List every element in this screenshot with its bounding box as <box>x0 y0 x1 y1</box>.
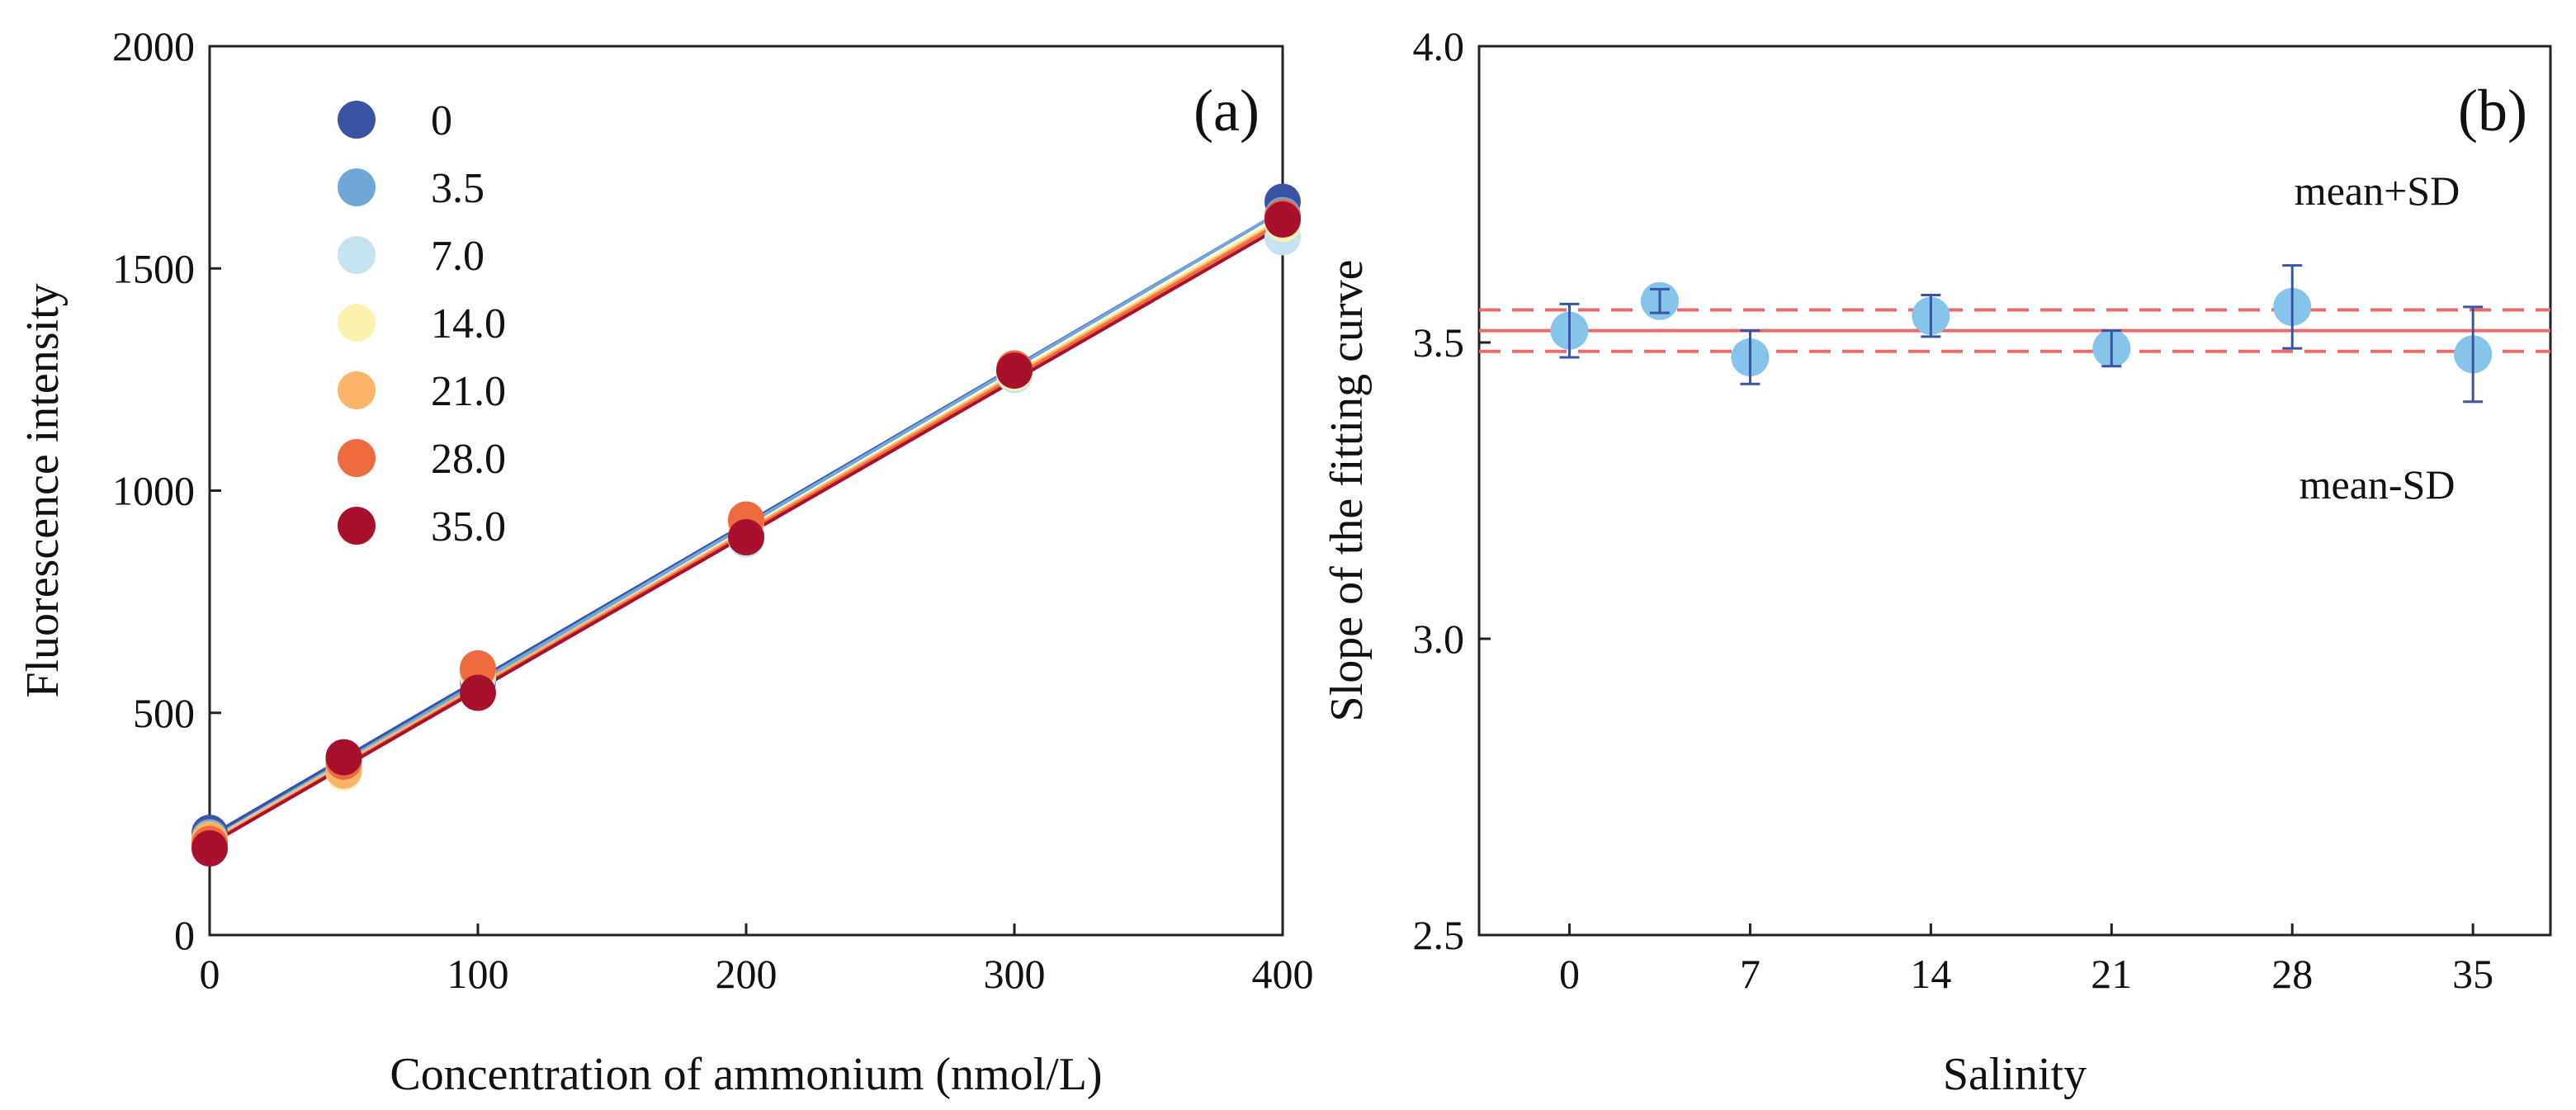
plot-frame-b <box>1477 45 2552 937</box>
legend-label-35.0: 35.0 <box>431 503 506 550</box>
x-tick-label-b: 28 <box>2271 951 2313 997</box>
x-tick-label-b: 35 <box>2452 951 2493 997</box>
y-tick-label-a: 500 <box>133 690 195 736</box>
y-tick-label-a: 1000 <box>112 468 195 514</box>
y-axis-label-b: Slope of the fitting curve <box>1321 260 1373 722</box>
annotation-mean-minus-sd: mean-SD <box>2299 461 2455 508</box>
y-tick-label-b: 4.0 <box>1413 23 1465 69</box>
data-point-35.0 <box>1264 201 1301 239</box>
x-tick-label-b: 14 <box>1910 951 1951 997</box>
panel-b: 0 7 14 21 28 35 2.5 3.0 3.5 4.0 Salinity Slope of t… <box>1321 23 2552 1100</box>
panel-label-a: (a) <box>1193 78 1260 144</box>
y-tick-label-a: 0 <box>174 912 195 958</box>
x-tick-label-a: 400 <box>1252 951 1314 997</box>
legend-marker-35.0 <box>338 507 376 545</box>
y-tick-label-a: 2000 <box>112 23 195 69</box>
panel-a: 0 100 200 300 400 0 500 1000 1500 2000 Concentrati… <box>17 23 1314 1100</box>
x-tick-label-b: 7 <box>1740 951 1761 997</box>
data-point-35.0 <box>325 739 362 776</box>
legend-marker-0 <box>338 101 376 139</box>
y-tick-label-b: 2.5 <box>1413 912 1465 958</box>
legend-label-14.0: 14.0 <box>431 300 506 347</box>
x-axis-label-a: Concentration of ammonium (nmol/L) <box>390 1049 1102 1100</box>
legend-marker-21.0 <box>338 371 376 409</box>
legend-label-3.5: 3.5 <box>431 165 484 212</box>
y-axis-label-a: Fluorescence intensity <box>17 283 69 697</box>
legend-marker-7.0 <box>338 236 376 274</box>
legend-label-0: 0 <box>431 97 452 144</box>
x-tick-label-a: 200 <box>716 951 778 997</box>
data-point-35.0 <box>996 352 1033 390</box>
x-tick-label-a: 100 <box>447 951 509 997</box>
x-tick-label-b: 0 <box>1559 951 1580 997</box>
data-point-35.0 <box>728 519 764 556</box>
y-tick-label-b: 3.5 <box>1413 319 1465 366</box>
data-point-35.0 <box>460 674 496 711</box>
legend-marker-28.0 <box>338 439 376 477</box>
x-tick-label-a: 0 <box>200 951 220 997</box>
legend-label-21.0: 21.0 <box>431 368 506 415</box>
y-tick-label-a: 1500 <box>112 245 195 291</box>
x-tick-label-a: 300 <box>984 951 1046 997</box>
legend-label-7.0: 7.0 <box>431 233 484 280</box>
legend-marker-3.5 <box>338 168 376 206</box>
x-axis-label-b: Salinity <box>1943 1049 2087 1100</box>
x-tick-label-b: 21 <box>2091 951 2132 997</box>
legend-marker-14.0 <box>338 304 376 342</box>
data-point-35.0 <box>191 829 228 867</box>
panel-label-b: (b) <box>2458 78 2527 144</box>
legend-label-28.0: 28.0 <box>431 436 506 483</box>
y-tick-label-b: 3.0 <box>1413 616 1465 662</box>
annotation-mean-plus-sd: mean+SD <box>2295 168 2460 214</box>
